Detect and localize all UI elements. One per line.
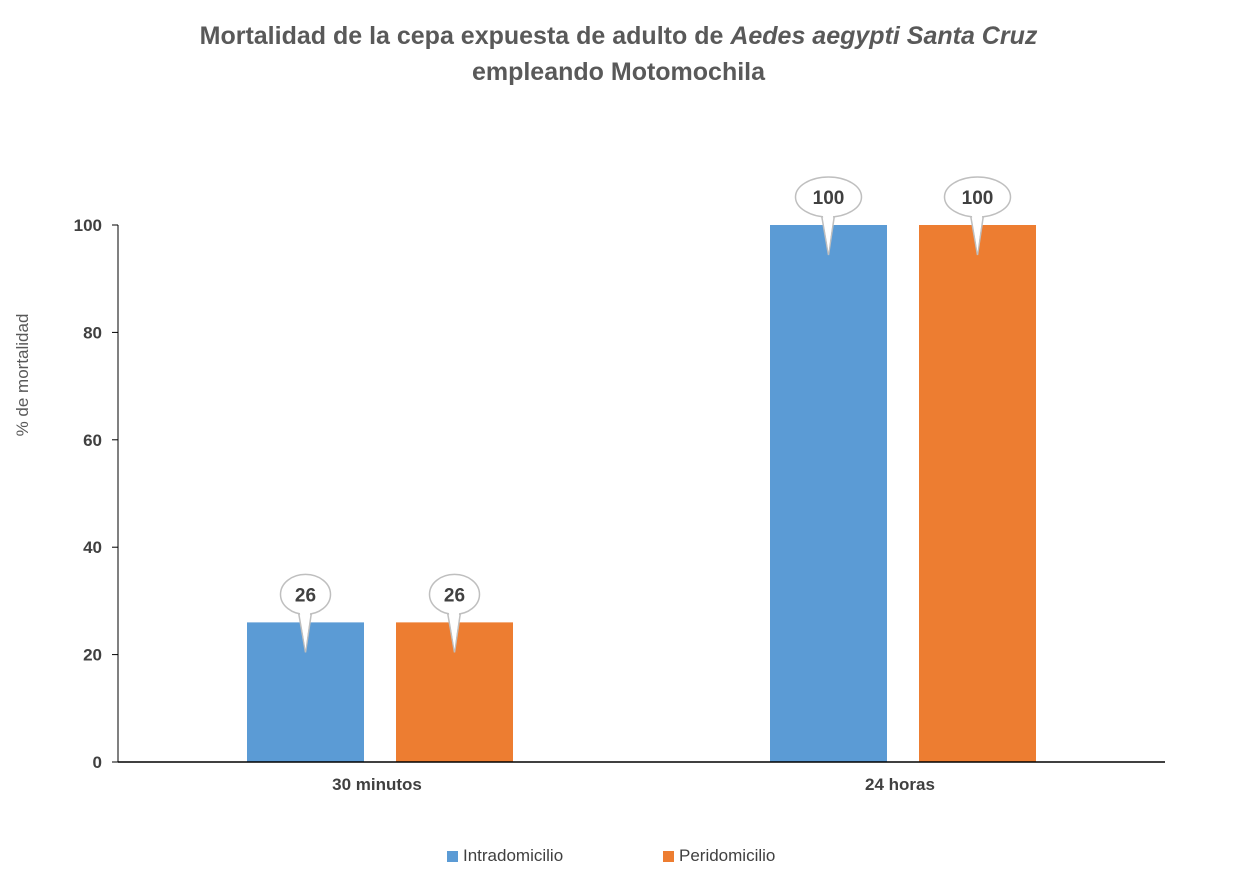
data-label-seam-intradomicilio-0 [299,610,311,650]
y-tick-label-100: 100 [74,216,102,235]
x-tick-label-0: 30 minutos [332,775,422,794]
data-label-intradomicilio-0: 26 [295,585,316,606]
data-label-intradomicilio-1: 100 [813,188,845,209]
title-italic: Aedes aegypti Santa Cruz [730,22,1038,50]
legend: Intradomicilio Peridomicilio [0,846,1237,870]
y-tick-label-60: 60 [83,431,102,450]
title-line2: empleando Motomochila [471,58,766,86]
legend-label-intradomicilio: Intradomicilio [463,846,564,865]
data-label-peridomicilio-0: 26 [444,585,465,606]
legend-label-peridomicilio: Peridomicilio [679,846,776,865]
legend-swatch-intradomicilio [447,850,458,862]
legend-swatch-peridomicilio [663,850,674,862]
data-label-peridomicilio-1: 100 [962,188,994,209]
y-tick-label-80: 80 [83,323,102,342]
y-tick-label-40: 40 [83,538,102,557]
y-tick-label-0: 0 [93,753,102,772]
y-axis-title: % de mortalidad [13,314,32,437]
legend-item-peridomicilio: Peridomicilio [663,846,775,866]
bar-peridomicilio-1 [919,225,1036,762]
legend-item-intradomicilio: Intradomicilio [447,846,563,866]
bar-intradomicilio-1 [770,225,887,762]
data-label-seam-peridomicilio-0 [448,610,460,650]
x-tick-label-1: 24 horas [865,775,935,794]
title-part1: Mortalidad de la cepa expuesta de adulto… [199,22,731,50]
data-label-seam-intradomicilio-1 [822,213,834,252]
chart-title: Mortalidad de la cepa expuesta de adulto… [0,18,1237,90]
y-tick-label-20: 20 [83,646,102,665]
data-label-seam-peridomicilio-1 [971,213,983,252]
